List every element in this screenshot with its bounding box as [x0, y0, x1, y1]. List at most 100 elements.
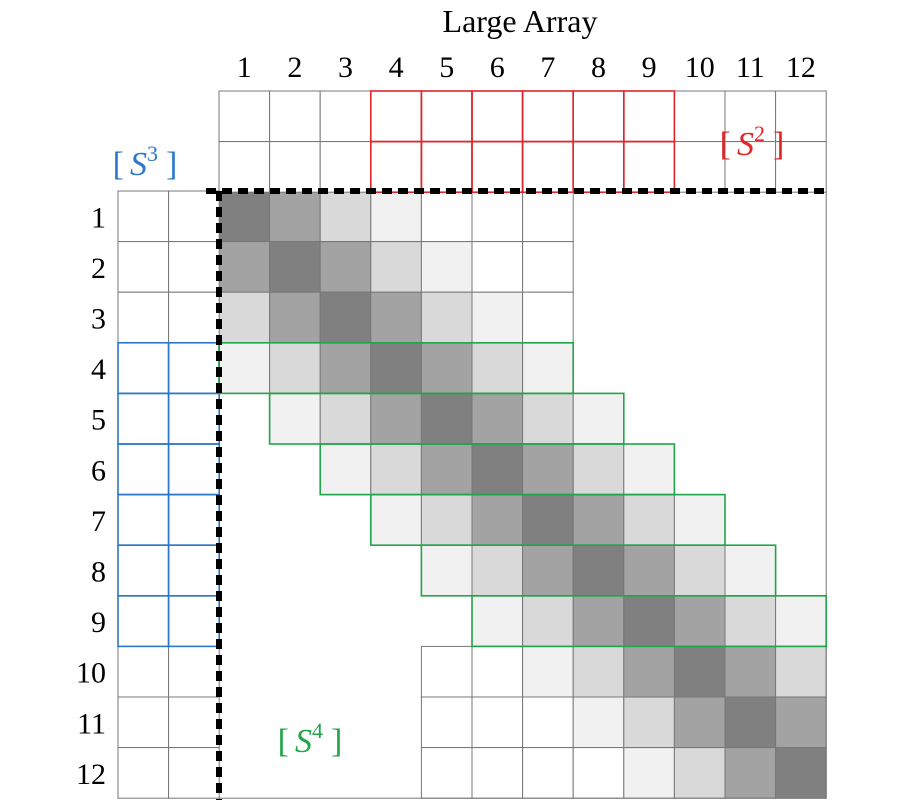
top-strip-cell — [269, 90, 321, 143]
left-strip-cell — [117, 696, 170, 749]
s4-label-sup: 4 — [312, 718, 323, 743]
array-cell — [420, 544, 473, 597]
array-cell — [572, 494, 625, 546]
column-label: 7 — [540, 51, 555, 84]
top-strip-cell — [420, 90, 473, 143]
array-cell — [522, 342, 574, 394]
array-cell — [471, 494, 524, 546]
array-cell — [522, 443, 574, 496]
array-cell — [724, 747, 777, 799]
array-cell — [319, 342, 372, 394]
s2-cell — [622, 140, 676, 194]
array-cell — [420, 291, 473, 344]
top-strip-cell — [623, 141, 675, 193]
array-cell — [775, 595, 827, 647]
array-cell — [522, 595, 574, 647]
left-strip-cell — [168, 645, 220, 698]
top-strip-cell — [724, 141, 777, 193]
array-cell — [319, 443, 372, 496]
array-cell — [673, 494, 726, 546]
array-cell — [522, 544, 574, 597]
column-label: 8 — [591, 51, 606, 84]
s2-label-sup: 2 — [754, 121, 765, 146]
array-cell — [522, 494, 574, 546]
array-cell — [471, 747, 524, 799]
column-label: 12 — [786, 51, 816, 84]
array-cell — [522, 392, 574, 445]
array-cell — [370, 392, 422, 445]
s4-label: [S4] — [278, 718, 343, 760]
array-cell — [218, 190, 271, 243]
s2-label-close: ] — [773, 126, 784, 163]
array-cell — [471, 595, 524, 647]
s4-region — [218, 341, 828, 648]
row-label: 5 — [91, 404, 106, 437]
left-strip-cell — [117, 342, 170, 394]
array-cell — [775, 747, 827, 799]
s4-row-outline — [471, 594, 828, 648]
column-label: 10 — [685, 51, 715, 84]
array-cell — [775, 645, 827, 698]
array-cell — [269, 241, 321, 293]
array-cell — [370, 494, 422, 546]
top-strip-cell — [673, 141, 726, 193]
left-strip-cell — [117, 241, 170, 293]
array-cell — [420, 190, 473, 243]
array-cell — [724, 595, 777, 647]
left-strip-cell — [117, 595, 170, 647]
dashed-dividers — [206, 188, 827, 800]
array-cell — [572, 595, 625, 647]
left-boundary-strip — [117, 190, 220, 799]
left-strip-cell — [168, 392, 220, 445]
array-cell — [420, 494, 473, 546]
array-cell — [319, 241, 372, 293]
left-strip-cell — [168, 747, 220, 799]
top-strip-cell — [370, 141, 422, 193]
array-cell — [370, 241, 422, 293]
left-strip-cell — [168, 291, 220, 344]
array-cell — [623, 494, 675, 546]
array-cell — [370, 342, 422, 394]
array-cell — [522, 747, 574, 799]
array-cell — [522, 645, 574, 698]
top-strip-cell — [775, 141, 827, 193]
column-label: 9 — [642, 51, 657, 84]
array-cell — [319, 392, 372, 445]
column-label: 11 — [736, 51, 765, 84]
s4-label-base: S — [295, 723, 312, 760]
array-cell — [420, 392, 473, 445]
array-cell — [471, 696, 524, 749]
array-cell — [319, 291, 372, 344]
top-boundary-strip — [218, 90, 827, 193]
row-label: 9 — [91, 606, 106, 639]
array-cell — [471, 392, 524, 445]
left-strip-cell — [168, 595, 220, 647]
top-strip-cell — [572, 90, 625, 143]
array-cell — [218, 342, 271, 394]
array-cell — [673, 696, 726, 749]
array-cell — [724, 544, 777, 597]
array-cell — [673, 747, 726, 799]
row-label: 7 — [91, 505, 106, 538]
array-cell — [623, 443, 675, 496]
array-cell — [420, 645, 473, 698]
s4-label-close: ] — [331, 723, 342, 760]
row-label: 12 — [76, 758, 106, 791]
s3-label: [S3] — [113, 141, 178, 183]
left-strip-cell — [117, 747, 170, 799]
top-strip-cell — [319, 141, 372, 193]
left-strip-cell — [168, 241, 220, 293]
array-cell — [623, 544, 675, 597]
array-cell — [420, 747, 473, 799]
top-strip-cell — [522, 141, 574, 193]
row-label: 10 — [76, 657, 106, 690]
left-strip-cell — [117, 291, 170, 344]
array-cell — [673, 595, 726, 647]
array-cell — [572, 392, 625, 445]
top-strip-cell — [471, 90, 524, 143]
array-cell — [522, 291, 574, 344]
s3-label-base: S — [130, 146, 147, 183]
column-label: 2 — [287, 51, 302, 84]
array-cell — [420, 443, 473, 496]
